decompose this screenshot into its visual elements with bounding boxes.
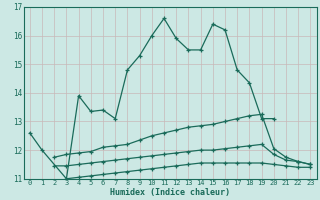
X-axis label: Humidex (Indice chaleur): Humidex (Indice chaleur) [110, 188, 230, 197]
